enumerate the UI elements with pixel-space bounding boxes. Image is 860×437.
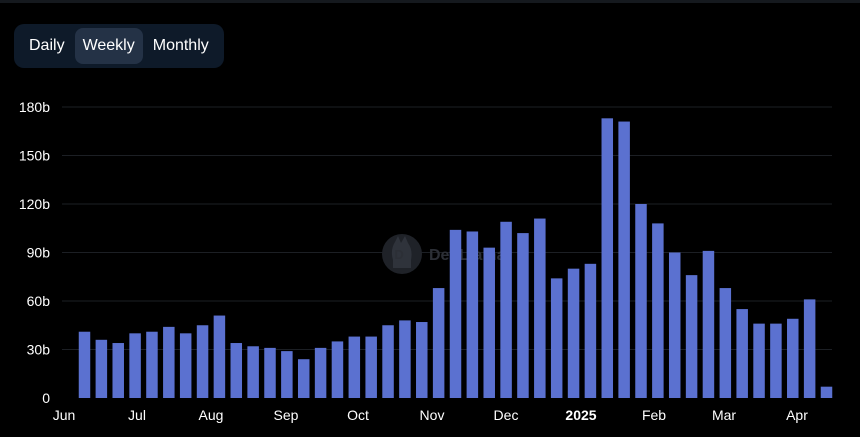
- x-tick-label: Jul: [128, 407, 146, 423]
- y-tick-label: 120b: [19, 196, 50, 212]
- bar[interactable]: [803, 299, 816, 398]
- bar[interactable]: [129, 333, 141, 398]
- y-tick-label: 0: [42, 390, 50, 406]
- bar[interactable]: [146, 331, 158, 398]
- bar[interactable]: [281, 351, 293, 398]
- bar[interactable]: [247, 346, 259, 398]
- x-axis-labels: Jun Jul Aug Sep Oct Nov Dec 2025 Feb Mar Apr: [53, 407, 809, 423]
- bar[interactable]: [179, 333, 192, 398]
- monthly-button[interactable]: Monthly: [152, 37, 209, 54]
- llama-logo-icon: D: [382, 234, 422, 274]
- x-tick-label: Apr: [786, 407, 808, 423]
- bar[interactable]: [652, 223, 664, 398]
- bar[interactable]: [753, 323, 765, 398]
- bar[interactable]: [416, 322, 428, 398]
- bar[interactable]: [668, 252, 681, 399]
- bar[interactable]: [702, 250, 715, 398]
- y-tick-label: 90b: [27, 245, 51, 261]
- x-tick-label: Mar: [712, 407, 736, 423]
- bar[interactable]: [264, 347, 276, 398]
- x-tick-label: Sep: [274, 407, 299, 423]
- bar[interactable]: [196, 325, 209, 398]
- bar[interactable]: [618, 121, 630, 399]
- x-tick-label: Feb: [642, 407, 666, 423]
- bar[interactable]: [736, 309, 748, 398]
- bar[interactable]: [331, 341, 344, 398]
- bar[interactable]: [550, 278, 563, 398]
- bars: [78, 118, 833, 399]
- bar[interactable]: [685, 275, 698, 398]
- bar[interactable]: [820, 386, 833, 398]
- bar[interactable]: [770, 323, 782, 398]
- y-tick-label: 30b: [27, 342, 51, 358]
- bar[interactable]: [382, 325, 394, 398]
- y-axis-labels: 0 30b 60b 90b 120b 150b 180b: [19, 99, 50, 406]
- weekly-button[interactable]: Weekly: [74, 28, 143, 64]
- bar[interactable]: [348, 336, 361, 398]
- bar[interactable]: [567, 268, 580, 398]
- bar[interactable]: [517, 233, 529, 398]
- bar[interactable]: [399, 320, 411, 398]
- llama-letter: D: [394, 247, 403, 262]
- daily-button[interactable]: Daily: [29, 37, 65, 54]
- bar[interactable]: [78, 331, 91, 398]
- bar[interactable]: [365, 336, 377, 398]
- x-tick-label: 2025: [565, 407, 596, 423]
- y-tick-label: 180b: [19, 99, 50, 115]
- bar[interactable]: [466, 231, 479, 398]
- bar[interactable]: [297, 359, 310, 398]
- bar[interactable]: [112, 343, 124, 398]
- bar[interactable]: [163, 326, 175, 398]
- x-tick-label: Jun: [53, 407, 76, 423]
- bar[interactable]: [483, 247, 495, 398]
- y-tick-label: 150b: [19, 148, 50, 164]
- bar[interactable]: [432, 288, 445, 398]
- x-tick-label: Aug: [199, 407, 224, 423]
- bar[interactable]: [601, 118, 614, 398]
- bar[interactable]: [584, 263, 597, 398]
- interval-toggle: Daily Weekly Monthly: [14, 24, 224, 68]
- bar[interactable]: [719, 288, 732, 398]
- y-tick-label: 60b: [27, 293, 51, 309]
- bar[interactable]: [635, 204, 647, 398]
- bar[interactable]: [95, 339, 108, 398]
- top-divider: [0, 0, 860, 3]
- x-tick-label: Oct: [347, 407, 369, 423]
- bar[interactable]: [314, 347, 327, 398]
- bar[interactable]: [230, 343, 243, 398]
- bar[interactable]: [787, 318, 799, 398]
- grid-lines: [62, 106, 832, 350]
- bar[interactable]: [534, 218, 546, 398]
- bar[interactable]: [213, 315, 226, 398]
- x-tick-label: Nov: [420, 407, 445, 423]
- bar[interactable]: [449, 229, 462, 398]
- bar[interactable]: [500, 221, 512, 398]
- x-tick-label: Dec: [494, 407, 519, 423]
